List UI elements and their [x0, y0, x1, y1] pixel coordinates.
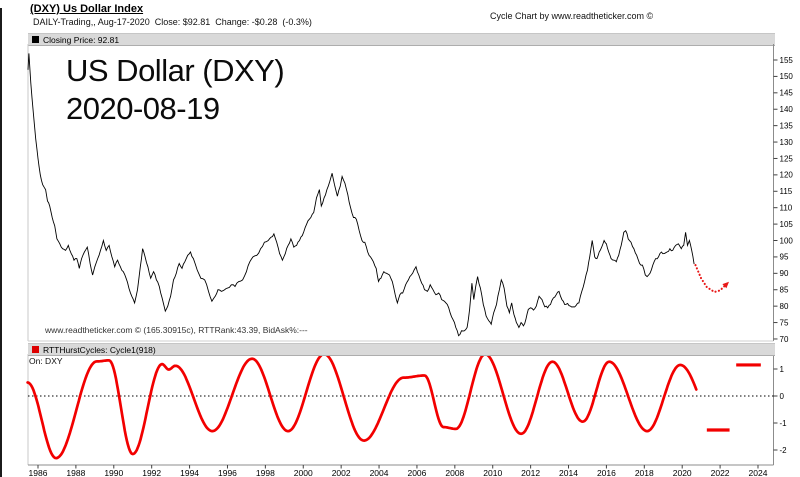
x-axis-tick-label: 1996 — [218, 468, 237, 477]
watermark-label: www.readtheticker.com © (165.30915c), RT… — [45, 325, 308, 335]
cycle-y-tick-label: 1 — [780, 365, 785, 374]
cycle-legend-label: RTTHurstCycles: Cycle1(918) — [43, 344, 156, 355]
x-axis-tick-label: 2008 — [445, 468, 464, 477]
x-axis-tick-label: 2014 — [559, 468, 578, 477]
x-axis-tick-label: 2004 — [370, 468, 389, 477]
x-axis-tick-label: 1988 — [66, 468, 85, 477]
cycle-y-tick-label: 0 — [780, 392, 785, 401]
price-y-tick-label: 155 — [780, 56, 794, 65]
x-axis-tick-label: 2002 — [332, 468, 351, 477]
instrument-summary: DAILY-Trading,, Aug-17-2020 Close: $92.8… — [33, 17, 312, 27]
price-projection-arrow — [694, 264, 727, 294]
price-line — [27, 53, 695, 337]
cycle-on-label: On: DXY — [29, 356, 63, 366]
price-y-tick-label: 105 — [780, 220, 794, 229]
annotation-date-line: 2020-08-19 — [66, 91, 220, 126]
cycle-line — [26, 353, 698, 460]
x-axis-tick-label: 2010 — [483, 468, 502, 477]
credit-label: Cycle Chart by www.readtheticker.com © — [490, 11, 654, 21]
price-y-tick-label: 125 — [780, 154, 794, 163]
chart-title-link[interactable]: (DXY) Us Dollar Index — [30, 3, 144, 15]
x-axis-tick-label: 1986 — [29, 468, 48, 477]
annotation-symbol-line: US Dollar (DXY) — [66, 53, 285, 88]
x-axis-tick-label: 1998 — [256, 468, 275, 477]
price-y-tick-label: 90 — [780, 269, 789, 278]
cycle-y-tick-label: -1 — [780, 419, 788, 428]
price-y-tick-label: 145 — [780, 89, 794, 98]
x-axis-tick-label: 2022 — [711, 468, 730, 477]
price-projection-arrowhead — [722, 281, 729, 289]
x-axis-tick-label: 2020 — [673, 468, 692, 477]
x-axis-tick-label: 2024 — [749, 468, 768, 477]
price-y-tick-label: 130 — [780, 138, 794, 147]
x-axis-tick-label: 2018 — [635, 468, 654, 477]
window-edge-line — [0, 8, 2, 477]
price-y-tick-label: 110 — [780, 203, 793, 212]
x-axis-tick-label: 2000 — [294, 468, 313, 477]
x-axis-tick-label: 1990 — [104, 468, 123, 477]
cycle-legend-swatch-icon — [32, 346, 39, 353]
price-y-tick-label: 85 — [780, 286, 789, 295]
price-y-tick-label: 140 — [780, 105, 794, 114]
cycle-panel-header: RTTHurstCycles: Cycle1(918) — [28, 343, 775, 356]
x-axis-tick-label: 2012 — [521, 468, 540, 477]
chart-annotation: US Dollar (DXY) 2020-08-19 — [66, 52, 285, 128]
price-y-tick-label: 70 — [780, 335, 789, 344]
x-axis-tick-label: 2006 — [407, 468, 426, 477]
price-y-tick-label: 115 — [780, 187, 793, 196]
x-axis-tick-label: 1994 — [180, 468, 199, 477]
price-y-tick-label: 100 — [780, 236, 794, 245]
price-y-tick-label: 150 — [780, 72, 794, 81]
cycle-y-tick-label: -2 — [780, 446, 788, 455]
price-panel-header: Closing Price: 92.81 — [28, 33, 775, 46]
price-y-tick-label: 75 — [780, 318, 789, 327]
x-axis-tick-label: 2016 — [597, 468, 616, 477]
closing-price-legend-swatch-icon — [32, 36, 39, 43]
price-y-tick-label: 120 — [780, 171, 794, 180]
price-y-tick-label: 135 — [780, 121, 794, 130]
x-axis-tick-label: 1992 — [142, 468, 161, 477]
closing-price-legend-label: Closing Price: 92.81 — [43, 34, 120, 45]
price-y-tick-label: 80 — [780, 302, 789, 311]
price-y-tick-label: 95 — [780, 253, 789, 262]
